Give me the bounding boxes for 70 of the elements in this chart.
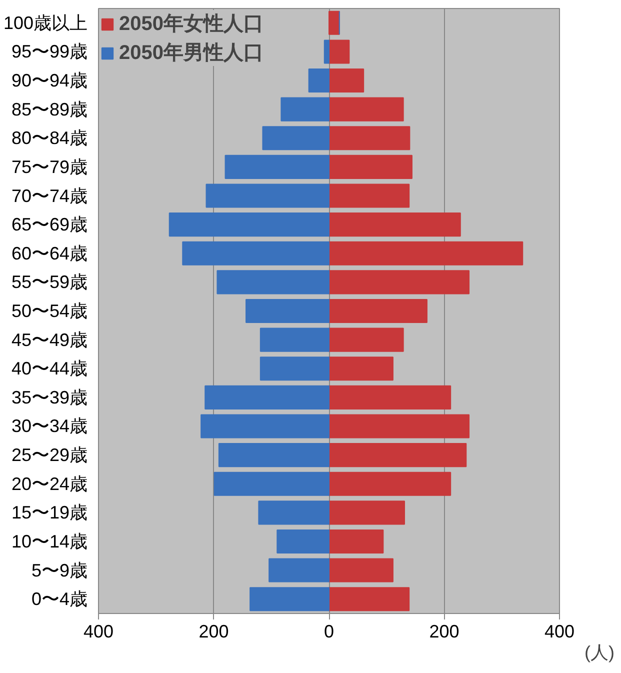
- bar: [328, 270, 470, 294]
- bar: [328, 414, 470, 438]
- bar: [328, 529, 384, 554]
- y-tick-label: 50〜54歳: [11, 301, 88, 321]
- y-tick-label: 55〜59歳: [11, 272, 88, 292]
- bar: [328, 40, 350, 64]
- bar: [168, 212, 330, 237]
- y-tick-label: 45〜49歳: [11, 330, 88, 350]
- y-tick-label: 65〜69歳: [11, 214, 88, 235]
- y-tick-label: 25〜29歳: [11, 445, 88, 466]
- bar: [250, 587, 330, 612]
- bar: [328, 126, 410, 150]
- bar: [328, 587, 410, 612]
- y-tick-label: 0〜4歳: [31, 589, 88, 610]
- legend-label: 2050年女性人口: [119, 12, 264, 37]
- x-axis-title: (人): [584, 642, 615, 662]
- bar: [328, 328, 404, 352]
- bar: [328, 443, 467, 468]
- bar: [328, 154, 412, 179]
- x-tick-label: 200: [198, 622, 229, 642]
- bar: [268, 558, 330, 582]
- y-tick-label: 10〜14歳: [11, 531, 88, 552]
- bar: [258, 500, 330, 525]
- bar: [262, 126, 330, 150]
- bar: [308, 68, 330, 93]
- bar: [216, 270, 330, 294]
- bar: [328, 97, 404, 122]
- y-tick-label: 85〜89歳: [11, 99, 88, 120]
- y-tick-label: 35〜39歳: [11, 387, 88, 408]
- bar: [328, 385, 452, 410]
- y-tick-label: 75〜79歳: [11, 156, 88, 177]
- bar: [260, 328, 330, 352]
- bar: [224, 154, 330, 179]
- y-tick-label: 15〜19歳: [11, 502, 88, 523]
- bar: [200, 414, 330, 438]
- x-tick-label: 200: [429, 622, 460, 642]
- y-tick-label: 95〜99歳: [11, 42, 88, 62]
- x-tick-label: 400: [544, 622, 575, 642]
- bar: [246, 298, 330, 324]
- bar: [204, 385, 330, 410]
- bar: [206, 184, 330, 208]
- y-tick-label: 40〜44歳: [11, 358, 88, 379]
- bar: [324, 40, 330, 64]
- y-tick-label: 90〜94歳: [11, 70, 88, 91]
- y-tick-label: 5〜9歳: [31, 560, 88, 580]
- bar: [276, 529, 330, 554]
- bar: [328, 500, 405, 525]
- bar: [260, 356, 330, 381]
- bar: [328, 10, 340, 35]
- y-tick-label: 30〜34歳: [11, 416, 88, 436]
- y-tick-label: 60〜64歳: [11, 243, 88, 264]
- x-tick-label: 400: [83, 622, 114, 642]
- bar: [328, 212, 461, 237]
- bar: [182, 241, 330, 266]
- y-tick-label: 80〜84歳: [11, 128, 88, 148]
- bar: [328, 472, 452, 496]
- y-tick-label: 20〜24歳: [11, 474, 88, 494]
- x-tick-label: 0: [324, 622, 334, 642]
- bar: [328, 356, 394, 381]
- y-tick-label: 100歳以上: [3, 12, 88, 33]
- bar: [328, 558, 394, 582]
- legend-label: 2050年男性人口: [119, 41, 264, 66]
- bar: [328, 68, 364, 93]
- bar: [280, 97, 330, 122]
- bar: [328, 184, 410, 208]
- bar: [328, 298, 428, 324]
- bar: [214, 472, 330, 496]
- bar: [218, 443, 330, 468]
- bar: [328, 241, 524, 266]
- y-tick-label: 70〜74歳: [11, 186, 88, 206]
